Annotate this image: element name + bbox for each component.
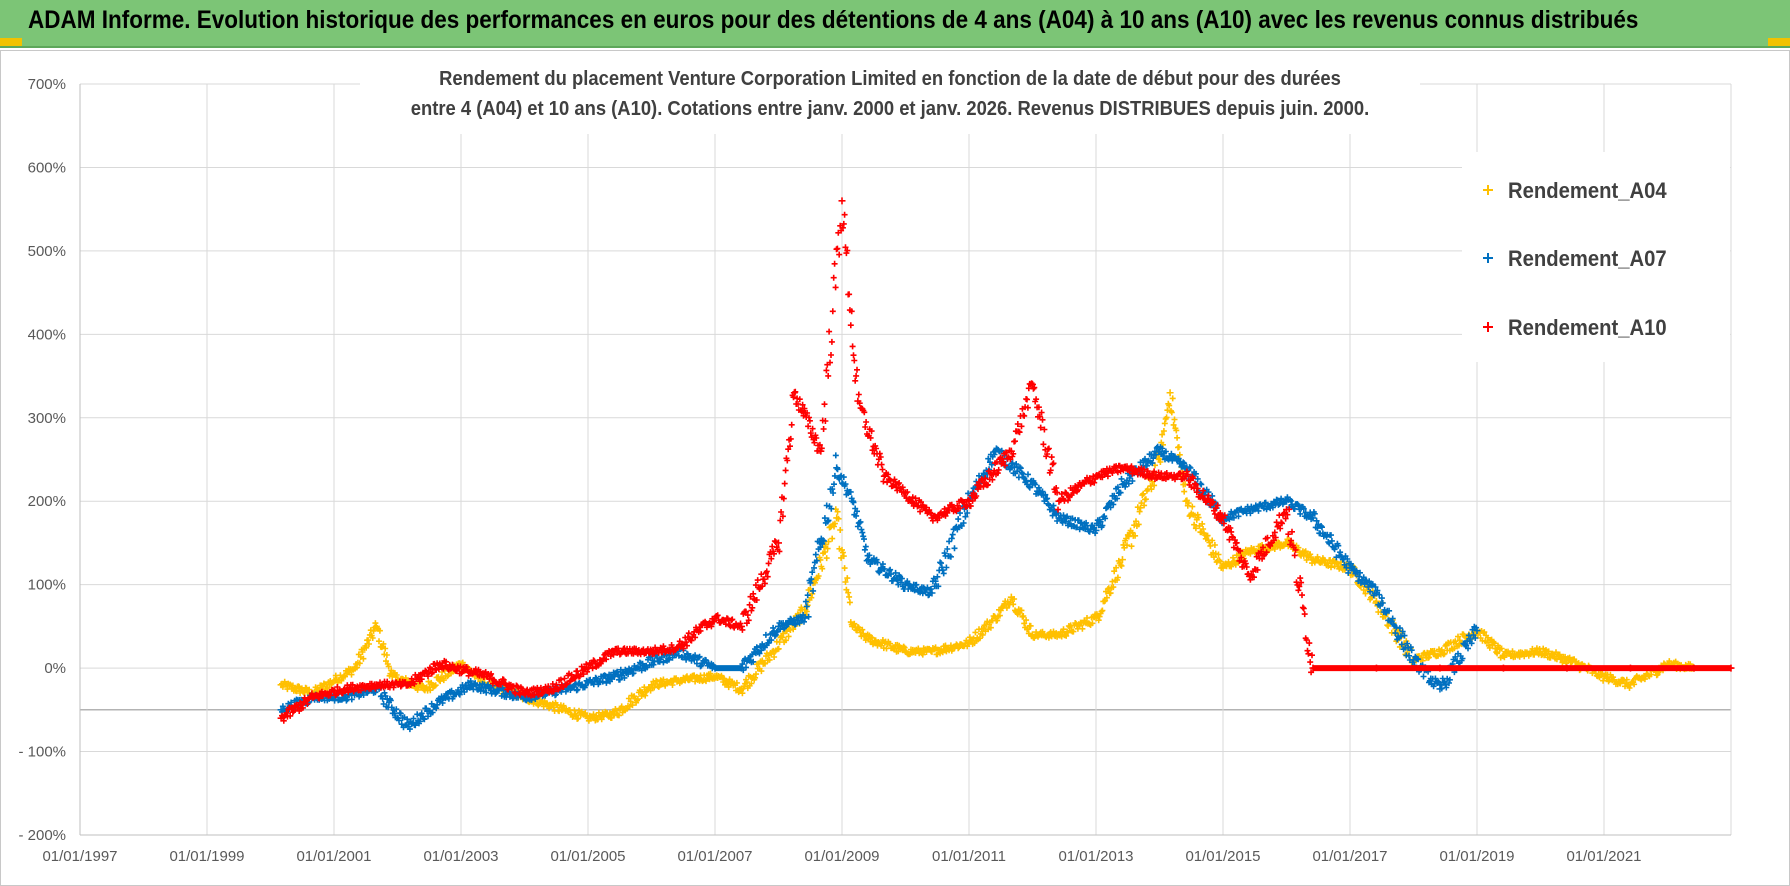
series-markers [279,211,1734,724]
x-tick-label: 01/01/2011 [932,848,1006,865]
data-point [1118,556,1126,564]
data-point [880,472,888,480]
data-point [833,464,841,472]
chart-legend: Rendement_A04 Rendement_A07 Rendement_A1… [1462,152,1730,362]
series-rendement-a10 [277,197,1735,724]
x-tick-label: 01/01/2005 [550,848,625,865]
x-tick-label: 01/01/2013 [1058,848,1133,865]
x-tick-label: 01/01/2007 [677,848,752,865]
x-tick-label: 01/01/2017 [1312,848,1387,865]
banner-corner-left [0,38,22,46]
legend-marker-a10 [1483,322,1493,332]
y-tick-label: 700% [28,76,66,93]
legend-label-a10: Rendement_A10 [1508,315,1667,340]
y-tick-label: - 100% [18,744,66,761]
x-tick-label: 01/01/2009 [804,848,879,865]
banner-corner-right [1768,38,1790,46]
chart-title-line-1: Rendement du placement Venture Corporati… [439,68,1341,90]
page-banner: ADAM Informe. Evolution historique des p… [0,0,1790,48]
x-tick-label: 01/01/2001 [296,848,371,865]
y-tick-label: 300% [28,410,66,427]
banner-title: ADAM Informe. Evolution historique des p… [28,6,1639,34]
legend-label-a04: Rendement_A04 [1508,178,1667,203]
data-point [1166,389,1174,397]
x-tick-label: 01/01/2021 [1566,848,1641,865]
legend-label-a07: Rendement_A07 [1508,246,1667,271]
x-tick-label: 01/01/1997 [42,848,117,865]
scatter-chart: 700% 600% 500% 400% 300% 200% 100% 0% - 100% - 20… [18,76,1735,865]
y-tick-label: 500% [28,243,66,260]
x-tick-label: 01/01/2019 [1439,848,1514,865]
y-tick-label: 200% [28,493,66,510]
legend-marker-a07 [1483,253,1493,263]
y-tick-label: 100% [28,577,66,594]
chart-title: Rendement du placement Venture Corporati… [360,64,1420,134]
y-tick-label: 600% [28,159,66,176]
x-tick-label: 01/01/1999 [169,848,244,865]
y-tick-label: 0% [44,660,66,677]
y-tick-label: 400% [28,326,66,343]
x-tick-label: 01/01/2015 [1185,848,1260,865]
chart-title-line-2: entre 4 (A04) et 10 ans (A10). Cotations… [410,98,1370,120]
legend-marker-a04 [1483,185,1493,195]
x-tick-label: 01/01/2003 [423,848,498,865]
y-tick-label: - 200% [18,827,66,844]
data-point [838,197,846,205]
chart-frame: 700% 600% 500% 400% 300% 200% 100% 0% - 100% - 20… [0,50,1790,886]
